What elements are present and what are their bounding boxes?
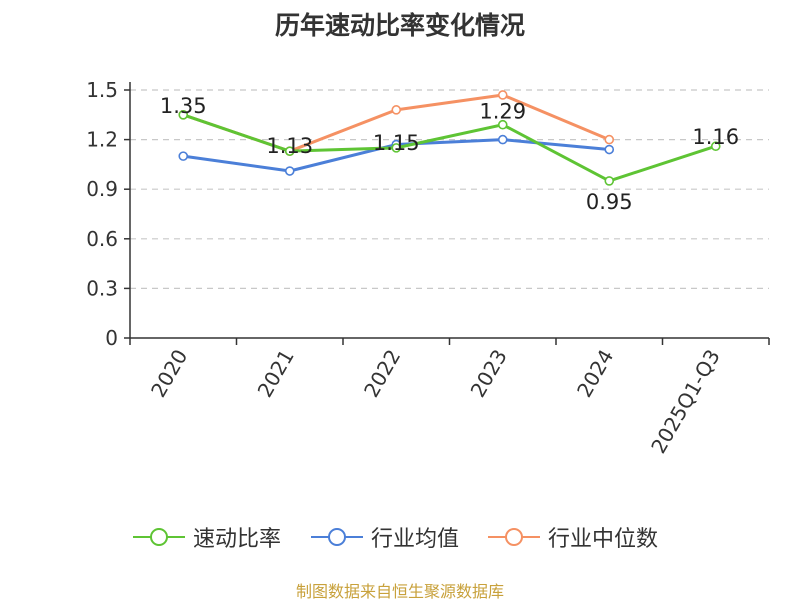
x-tick-label: 2021	[253, 345, 299, 401]
data-point	[604, 176, 615, 186]
data-label: 1.29	[479, 100, 526, 124]
legend-label: 行业中位数	[548, 527, 659, 552]
data-point	[710, 141, 721, 152]
x-tick-label: 2025Q1-Q3	[646, 345, 725, 457]
y-tick-label: 0.6	[86, 227, 118, 251]
data-point	[284, 146, 295, 156]
y-tick-label: 0.9	[86, 177, 118, 201]
data-point	[604, 134, 615, 145]
y-tick-label: 1.5	[86, 78, 118, 102]
x-tick-label: 2024	[572, 345, 618, 401]
y-tick-label: 1.2	[86, 128, 118, 152]
chart-title: 历年速动比率变化情况	[274, 11, 525, 40]
y-tick-label: 0.3	[86, 276, 118, 300]
series-line	[182, 113, 717, 183]
legend-marker-orange	[488, 528, 540, 546]
x-tick-label: 2023	[466, 345, 512, 401]
legend-item-industry-mean[interactable]: 行业均值	[311, 519, 459, 555]
data-point	[178, 151, 189, 161]
data-point	[284, 166, 295, 176]
x-tick-label: 2022	[359, 345, 405, 401]
legend-item-industry-median[interactable]: 行业中位数	[488, 519, 658, 555]
data-label: 1.15	[373, 131, 420, 155]
x-tick-label: 2020	[146, 345, 192, 401]
source-footer: 制图数据来自恒生聚源数据库	[295, 582, 504, 601]
data-label: 1.13	[266, 134, 313, 158]
data-label: 0.95	[586, 190, 633, 214]
legend-label: 速动比率	[193, 527, 282, 552]
legend-marker-green	[133, 528, 185, 546]
y-tick-label: 0	[105, 326, 118, 350]
data-point	[178, 110, 189, 120]
data-point	[604, 144, 615, 155]
data-point	[391, 143, 402, 153]
legend-marker-blue	[311, 528, 363, 546]
legend-label: 行业均值	[371, 527, 460, 552]
data-label: 1.16	[692, 125, 739, 149]
data-point	[497, 90, 508, 100]
data-point	[497, 119, 508, 130]
data-point	[497, 134, 508, 145]
data-label: 1.35	[160, 94, 207, 118]
legend-item-quick-ratio[interactable]: 速动比率	[133, 519, 281, 555]
legend: 速动比率 行业均值 行业中位数	[0, 519, 800, 555]
data-point	[391, 105, 402, 115]
